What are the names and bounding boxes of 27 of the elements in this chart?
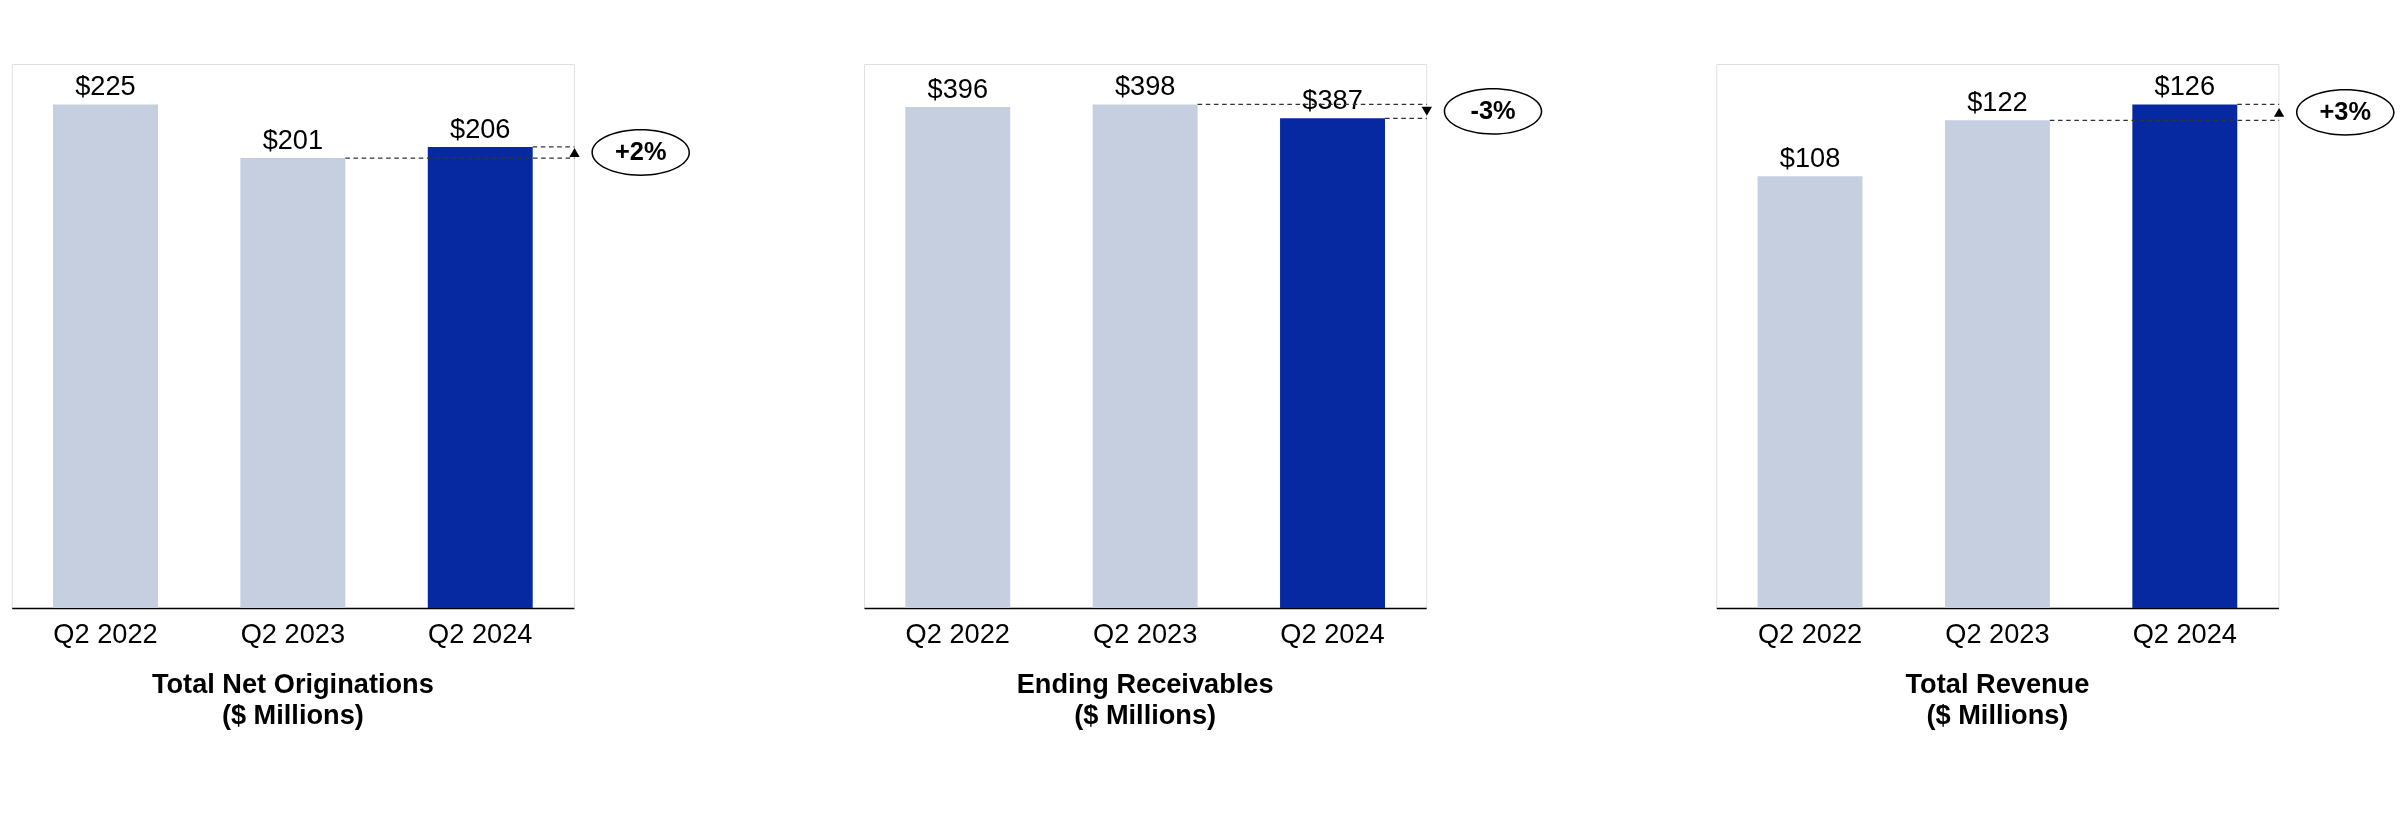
x-tick-label: Q2 2023 — [1092, 618, 1198, 649]
text: +3% — [2319, 96, 2372, 125]
data-label: $398 — [1114, 70, 1176, 102]
data-label: $122 — [1967, 86, 2028, 118]
x-tick-label: Q2 2024 — [428, 618, 533, 649]
x-tick-label: Q2 2024 — [1280, 618, 1385, 649]
x-tick-label: Q2 2024 — [2132, 618, 2237, 649]
text: Total Net Originations — [151, 668, 434, 700]
x-tick-label: Q2 2022 — [905, 618, 1010, 649]
text: ($ Millions) — [1926, 699, 2069, 731]
text: ($ Millions) — [1074, 699, 1217, 731]
data-label: $225 — [75, 70, 136, 102]
x-tick-label: Q2 2023 — [1945, 618, 2050, 649]
text: -3% — [1470, 95, 1516, 124]
x-tick-label: Q2 2023 — [240, 618, 346, 649]
text: Ending Receivables — [1016, 668, 1274, 700]
data-label: $108 — [1779, 142, 1841, 174]
data-label: $126 — [2154, 70, 2216, 102]
data-label: $387 — [1302, 84, 1363, 116]
text: Total Revenue — [1905, 668, 2090, 700]
data-label: $206 — [450, 112, 511, 144]
text: +2% — [614, 136, 667, 165]
data-label: $396 — [927, 72, 989, 104]
text: ($ Millions) — [221, 699, 364, 731]
x-tick-label: Q2 2022 — [53, 618, 158, 649]
x-tick-label: Q2 2022 — [1757, 618, 1863, 649]
data-label: $201 — [262, 124, 324, 156]
